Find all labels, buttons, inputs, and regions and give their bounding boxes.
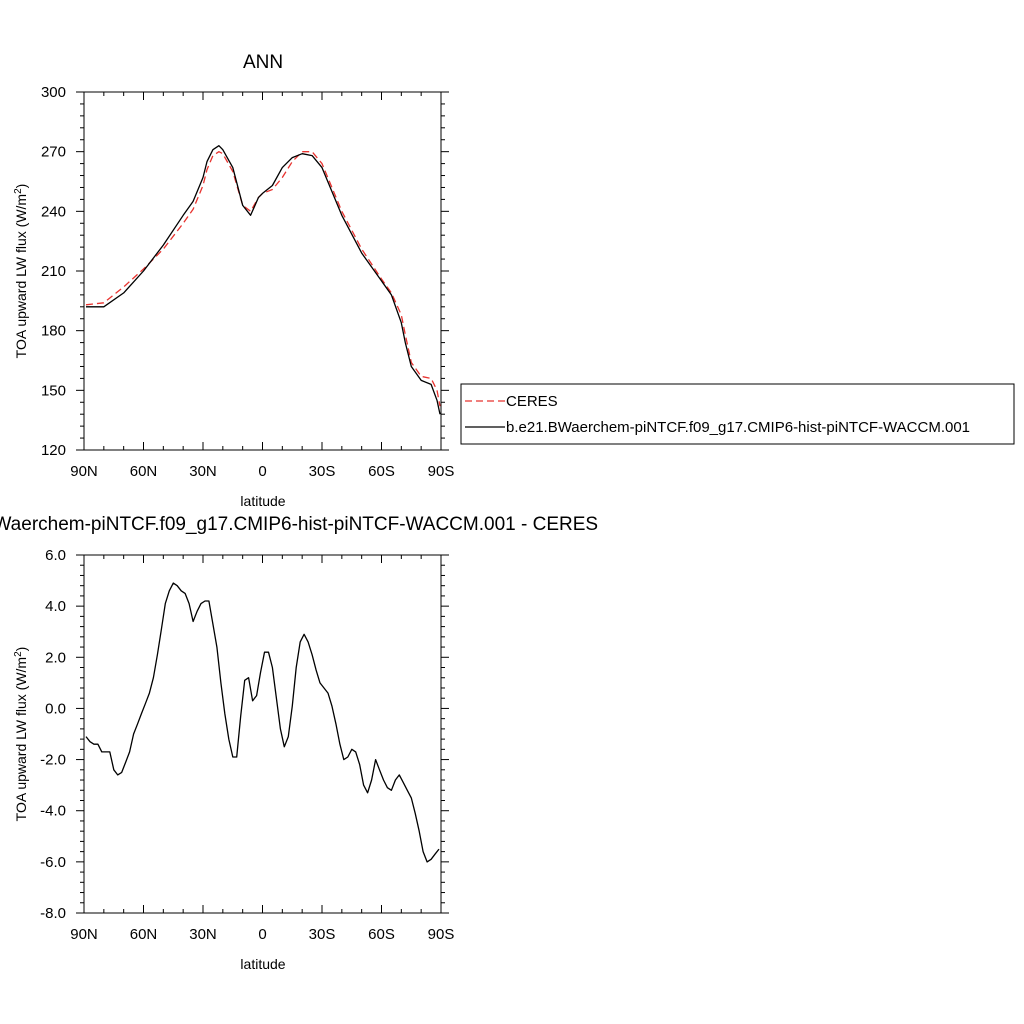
top-x-tick-label: 90S — [428, 463, 455, 480]
top-plot: ANN 90N 60N 30N 0 30S 60S 90S 120 150 180 210 240 27… — [13, 52, 455, 509]
top-ylabel-sup: 2 — [13, 188, 24, 194]
bottom-x-tick-label: 0 — [258, 926, 266, 943]
top-y-tick-label: 270 — [41, 144, 66, 161]
bottom-y-tick-label: -2.0 — [40, 752, 66, 769]
bottom-ylabel: TOA upward LW flux (W/m2) — [13, 647, 30, 822]
legend-label-model: b.e21.BWaerchem-piNTCF.f09_g17.CMIP6-his… — [506, 419, 970, 436]
bottom-ylabel-tail: ) — [13, 647, 29, 652]
bottom-plot: b.e21.BWaerchem-piNTCF.f09_g17.CMIP6-his… — [0, 514, 598, 972]
bottom-plot-frame — [83, 554, 442, 914]
bottom-x-tick-label: 30N — [189, 926, 217, 943]
bottom-x-tick-label: 90N — [70, 926, 98, 943]
bottom-x-tick-label: 90S — [428, 926, 455, 943]
top-plot-frame — [83, 91, 442, 451]
top-series-lines — [85, 145, 441, 415]
top-plot-title: ANN — [243, 52, 283, 73]
legend: CERES b.e21.BWaerchem-piNTCF.f09_g17.CMI… — [460, 383, 1015, 445]
bottom-y-tick-label: -8.0 — [40, 905, 66, 922]
bottom-y-tick-label: -6.0 — [40, 854, 66, 871]
top-axis-ticks: 90N 60N 30N 0 30S 60S 90S 120 150 180 210 240 270 300 — [41, 84, 454, 480]
top-y-tick-label: 120 — [41, 442, 66, 459]
bottom-ylabel-sup: 2 — [13, 651, 24, 657]
top-ylabel-tail: ) — [13, 184, 29, 189]
bottom-ylabel-text: TOA upward LW flux (W/m — [13, 657, 29, 821]
bottom-y-tick-label: -4.0 — [40, 803, 66, 820]
bottom-x-tick-label: 60N — [130, 926, 158, 943]
top-ylabel: TOA upward LW flux (W/m2) — [13, 184, 30, 359]
top-y-tick-label: 210 — [41, 263, 66, 280]
legend-label-ceres: CERES — [506, 393, 558, 410]
top-x-tick-label: 90N — [70, 463, 98, 480]
bottom-y-tick-label: 2.0 — [45, 649, 66, 666]
bottom-x-tick-label: 60S — [368, 926, 395, 943]
top-series-line-0 — [85, 151, 441, 407]
bottom-plot-title: b.e21.BWaerchem-piNTCF.f09_g17.CMIP6-his… — [0, 514, 598, 535]
bottom-y-tick-label: 0.0 — [45, 700, 66, 717]
top-ylabel-text: TOA upward LW flux (W/m — [13, 194, 29, 358]
bottom-y-tick-label: 6.0 — [45, 547, 66, 564]
top-xlabel: latitude — [240, 493, 285, 509]
bottom-xlabel: latitude — [240, 956, 285, 972]
bottom-x-tick-label: 30S — [309, 926, 336, 943]
top-y-tick-label: 150 — [41, 382, 66, 399]
top-x-tick-label: 30N — [189, 463, 217, 480]
top-y-tick-label: 180 — [41, 323, 66, 340]
bottom-series-line-0 — [85, 582, 440, 863]
top-y-tick-label: 240 — [41, 203, 66, 220]
legend-box — [460, 383, 1015, 445]
bottom-y-tick-label: 4.0 — [45, 598, 66, 615]
bottom-series-lines — [85, 582, 440, 863]
top-y-tick-label: 300 — [41, 84, 66, 101]
bottom-axis-ticks: 90N 60N 30N 0 30S 60S 90S -8.0 -6.0 -4.0 -2.0 0.0 2.… — [40, 547, 454, 943]
top-series-line-1 — [86, 145, 441, 415]
top-x-tick-label: 60S — [368, 463, 395, 480]
top-x-tick-label: 60N — [130, 463, 158, 480]
top-x-tick-label: 30S — [309, 463, 336, 480]
top-x-tick-label: 0 — [258, 463, 266, 480]
